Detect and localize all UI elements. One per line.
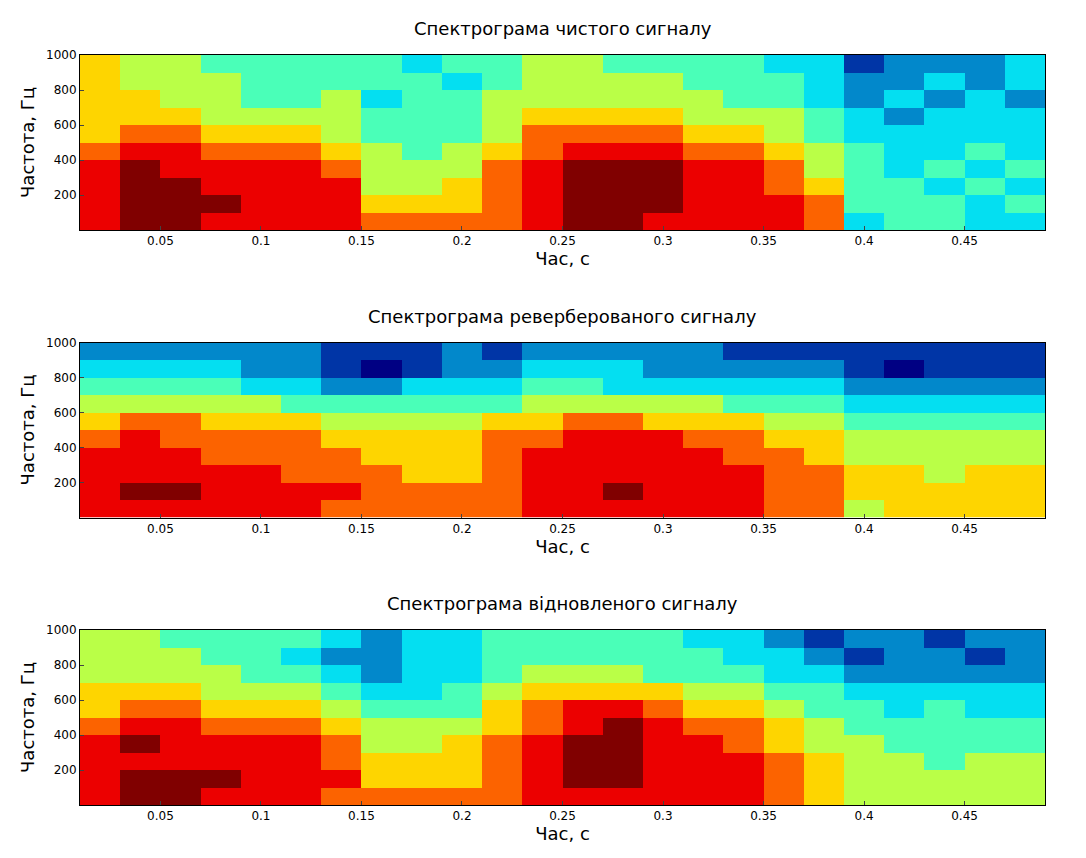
- svg-text:400: 400: [54, 153, 77, 167]
- svg-text:0.25: 0.25: [549, 809, 576, 823]
- svg-text:Спектрограма чистого сигналу: Спектрограма чистого сигналу: [414, 18, 712, 39]
- svg-text:0.05: 0.05: [147, 234, 174, 248]
- svg-text:Спектрограма відновленого сигн: Спектрограма відновленого сигналу: [387, 593, 738, 614]
- svg-text:0.3: 0.3: [653, 234, 672, 248]
- svg-text:0.4: 0.4: [855, 234, 874, 248]
- svg-text:1000: 1000: [46, 623, 77, 637]
- svg-text:200: 200: [54, 763, 77, 777]
- svg-text:0.05: 0.05: [147, 522, 174, 536]
- svg-text:0.4: 0.4: [855, 809, 874, 823]
- svg-text:600: 600: [54, 693, 77, 707]
- svg-text:0.15: 0.15: [348, 522, 375, 536]
- svg-text:Час, с: Час, с: [535, 823, 590, 844]
- svg-text:0.1: 0.1: [251, 522, 270, 536]
- svg-text:0.05: 0.05: [147, 809, 174, 823]
- svg-text:Частота, Гц: Частота, Гц: [17, 87, 38, 198]
- svg-text:0.35: 0.35: [750, 809, 777, 823]
- svg-text:Час, с: Час, с: [535, 248, 590, 269]
- svg-text:0.1: 0.1: [251, 234, 270, 248]
- svg-text:Частота, Гц: Частота, Гц: [17, 375, 38, 486]
- svg-text:0.1: 0.1: [251, 809, 270, 823]
- svg-text:Частота, Гц: Частота, Гц: [17, 662, 38, 773]
- svg-text:Час, с: Час, с: [535, 536, 590, 557]
- svg-text:200: 200: [54, 188, 77, 202]
- svg-text:0.35: 0.35: [750, 522, 777, 536]
- svg-text:400: 400: [54, 441, 77, 455]
- svg-text:600: 600: [54, 406, 77, 420]
- svg-text:0.4: 0.4: [855, 522, 874, 536]
- svg-text:400: 400: [54, 728, 77, 742]
- svg-text:0.45: 0.45: [951, 809, 978, 823]
- svg-text:Спектрограма реверберованого с: Спектрограма реверберованого сигналу: [368, 306, 757, 327]
- svg-text:800: 800: [54, 83, 77, 97]
- svg-text:800: 800: [54, 371, 77, 385]
- svg-text:0.35: 0.35: [750, 234, 777, 248]
- svg-text:0.25: 0.25: [549, 522, 576, 536]
- svg-text:0.15: 0.15: [348, 234, 375, 248]
- svg-text:1000: 1000: [46, 336, 77, 350]
- svg-text:1000: 1000: [46, 48, 77, 62]
- svg-text:0.2: 0.2: [452, 234, 471, 248]
- svg-text:0.15: 0.15: [348, 809, 375, 823]
- svg-text:200: 200: [54, 476, 77, 490]
- svg-text:0.45: 0.45: [951, 522, 978, 536]
- svg-text:0.45: 0.45: [951, 234, 978, 248]
- svg-text:0.25: 0.25: [549, 234, 576, 248]
- svg-text:800: 800: [54, 658, 77, 672]
- svg-text:0.3: 0.3: [653, 522, 672, 536]
- svg-text:600: 600: [54, 118, 77, 132]
- svg-text:0.3: 0.3: [653, 809, 672, 823]
- svg-text:0.2: 0.2: [452, 522, 471, 536]
- svg-text:0.2: 0.2: [452, 809, 471, 823]
